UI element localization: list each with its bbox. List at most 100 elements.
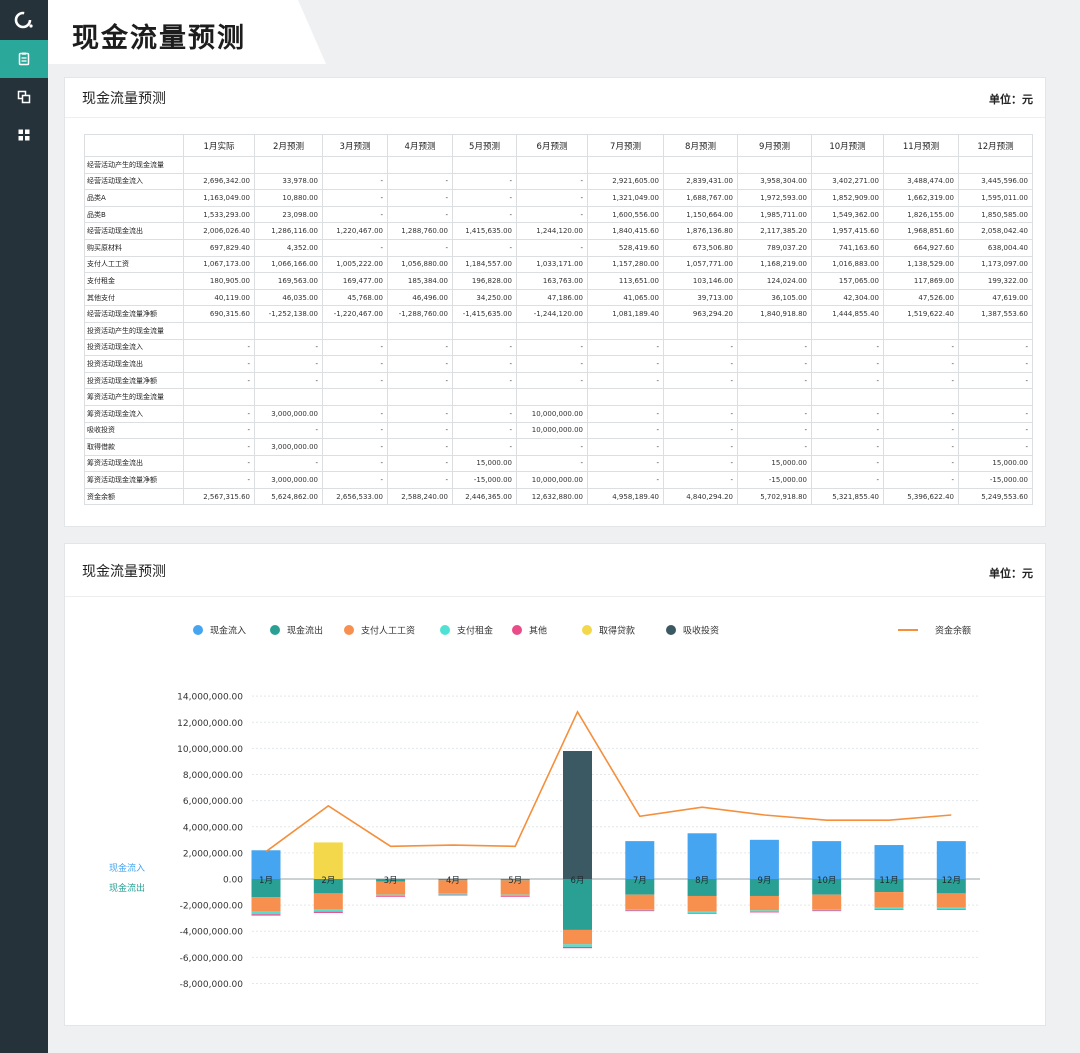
table-cell: 1,138,529.00 — [883, 255, 959, 274]
bar-segment — [438, 880, 468, 894]
bar-segment — [625, 879, 655, 895]
bar-segment — [251, 879, 281, 898]
table-cell: 3,000,000.00 — [254, 404, 323, 423]
table-cell: 2,006,026.40 — [183, 222, 255, 240]
table-cell: - — [183, 338, 255, 357]
table-cell: 34,250.00 — [452, 288, 517, 307]
y-tick-label: 4,000,000.00 — [183, 823, 243, 833]
table-cell: -15,000.00 — [737, 471, 812, 489]
table-cell: - — [811, 421, 884, 440]
table-cell: - — [516, 355, 588, 373]
bar-segment — [251, 911, 281, 915]
table-cell: - — [587, 421, 664, 440]
table-cell: 1,850,585.00 — [958, 205, 1033, 224]
table-cell: - — [183, 454, 255, 473]
bar-segment — [936, 879, 966, 894]
table-cell: - — [958, 421, 1033, 440]
legend-label: 取得贷款 — [599, 625, 635, 637]
table-cell: - — [811, 454, 884, 473]
table-cell: - — [452, 189, 517, 207]
row-label: 筹资活动现金流入 — [84, 404, 184, 423]
table-cell: - — [883, 438, 959, 456]
table-cell: - — [183, 438, 255, 456]
bar-segment — [812, 909, 842, 911]
row-label: 投资活动产生的现金流量 — [84, 321, 184, 340]
y-tick-label: 14,000,000.00 — [177, 693, 243, 703]
column-header: 8月预测 — [663, 134, 738, 157]
table-cell: - — [322, 355, 388, 373]
table-row: 筹资活动现金流出 - - - -15,000.00- - -15,000.00- -15,00… — [84, 454, 1033, 473]
table-cell: 40,119.00 — [183, 288, 255, 307]
table-cell: - — [883, 355, 959, 373]
table-row: 筹资活动现金流量净额 -3,000,000.00- - -15,000.00 10,00… — [84, 471, 1033, 489]
column-header: 3月预测 — [322, 134, 388, 157]
table-cell: 1,985,711.00 — [737, 205, 812, 224]
table-cell: 5,702,918.80 — [737, 487, 812, 506]
table-cell: 46,496.00 — [387, 288, 453, 307]
table-cell: - — [883, 454, 959, 473]
table-cell: 2,588,240.00 — [387, 487, 453, 506]
chart-panel: 现金流量预测 单位：元 现金流入 现金流出 支付人工工资 支付租金 其他 取得贷款 吸收投资… — [64, 543, 1046, 1026]
table-cell: 124,024.00 — [737, 272, 812, 290]
table-cell: 3,402,271.00 — [811, 172, 884, 191]
legend-marker — [193, 625, 203, 635]
bar-segment — [812, 910, 842, 912]
table-cell: - — [322, 205, 388, 224]
table-cell: 47,186.00 — [516, 288, 588, 307]
table-cell: 3,445,596.00 — [958, 172, 1033, 191]
bar-segment — [251, 850, 281, 879]
table-cell: - — [387, 471, 453, 489]
legend-marker — [582, 625, 592, 635]
bar-segment — [625, 841, 655, 879]
table-cell: 36,105.00 — [737, 288, 812, 307]
table-cell: 664,927.60 — [883, 238, 959, 257]
cashflow-chart: 现金流入 现金流出 支付人工工资 支付租金 其他 取得贷款 吸收投资 资金余额 14,000,… — [109, 625, 980, 990]
table-cell: - — [452, 338, 517, 357]
bar-segment — [874, 909, 904, 910]
bar-segment — [936, 841, 966, 879]
bar-segment — [500, 880, 530, 895]
legend-label: 其他 — [529, 625, 547, 637]
table-cell — [663, 388, 738, 406]
header-corner — [84, 134, 184, 157]
y-tick-label: 0.00 — [223, 876, 243, 886]
bar-segment — [874, 845, 904, 879]
table-cell: 741,163.60 — [811, 238, 884, 257]
table-cell: - — [811, 404, 884, 423]
table-cell: 2,921,605.00 — [587, 172, 664, 191]
table-cell: 789,037.20 — [737, 238, 812, 257]
page-title: 现金流量预测 — [72, 23, 246, 54]
table-cell: 1,876,136.80 — [663, 222, 738, 240]
table-cell: - — [452, 438, 517, 456]
table-cell: 10,000,000.00 — [516, 471, 588, 489]
table-cell: 39,713.00 — [663, 288, 738, 307]
bar-segment — [376, 881, 406, 895]
column-header: 9月预测 — [737, 134, 812, 157]
logo-icon[interactable] — [0, 0, 48, 40]
table-cell: - — [322, 471, 388, 489]
table-cell — [737, 156, 812, 174]
row-label: 筹资活动现金流出 — [84, 454, 184, 473]
bar-segment — [500, 895, 530, 897]
table-row: 筹资活动产生的现金流量 — [84, 388, 1033, 406]
grid-icon[interactable] — [0, 116, 48, 154]
row-label: 资金余额 — [84, 487, 184, 506]
table-cell: - — [387, 172, 453, 191]
copy-icon[interactable] — [0, 78, 48, 116]
table-cell: - — [183, 355, 255, 373]
bar-segment — [438, 879, 468, 881]
table-cell: 113,651.00 — [587, 272, 664, 290]
bar-segment — [251, 914, 281, 916]
document-icon[interactable] — [0, 40, 48, 78]
bar-segment — [313, 842, 343, 879]
table-cell: - — [322, 371, 388, 390]
table-cell — [516, 388, 588, 406]
table-cell: -1,288,760.00 — [387, 305, 453, 323]
table-cell — [663, 156, 738, 174]
table-cell: 2,839,431.00 — [663, 172, 738, 191]
y-tick-label: -8,000,000.00 — [180, 980, 244, 990]
bar-segment — [376, 895, 406, 897]
table-cell: - — [811, 371, 884, 390]
table-cell — [322, 156, 388, 174]
table-cell: - — [737, 438, 812, 456]
